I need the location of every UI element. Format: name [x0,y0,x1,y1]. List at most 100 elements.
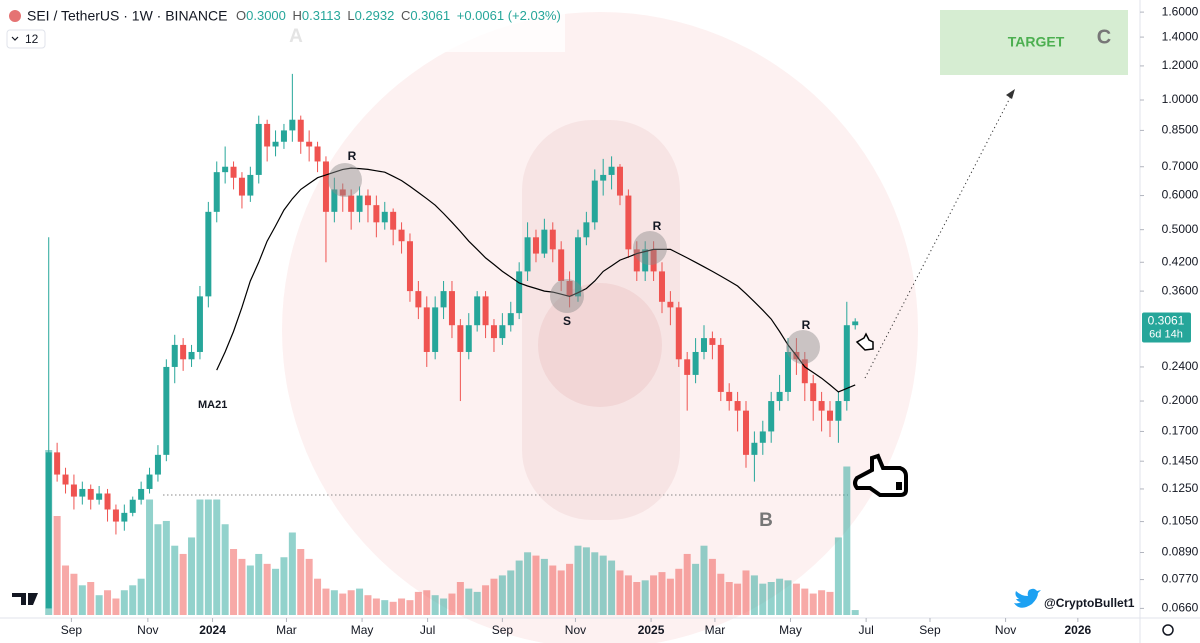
volume-bar [456,582,464,615]
y-tick-label: 0.1250 [1162,481,1199,495]
y-tick-label: 0.6000 [1162,188,1199,202]
twitter-icon [1014,588,1041,608]
candle-body [835,401,842,421]
candle-body [600,174,607,181]
candle-body [364,195,371,206]
y-tick-label: 0.3600 [1162,283,1199,297]
volume-bar [171,545,179,615]
candle-body [616,166,623,196]
candle-body [490,325,497,339]
volume-bar [431,595,439,615]
annotation: C [1097,26,1111,48]
volume-bar [557,570,565,615]
candle-body [272,141,279,147]
volume-bar [406,600,414,615]
candle-body [322,161,329,212]
change: +0.0061 (+2.03%) [457,8,561,23]
annotation: S [563,314,571,328]
volume-bar [776,578,784,615]
volume-bar [473,591,481,615]
candle-layer [45,73,859,609]
candle-body [608,166,615,175]
annotation: R [653,219,662,233]
volume-bar [272,568,280,615]
volume-bar [507,570,515,615]
candle-body [474,296,481,326]
volume-bar [255,553,263,615]
candle-body [516,271,523,314]
candle-body [381,211,388,223]
ma-label: MA21 [198,399,227,411]
indicator-toggle[interactable] [6,29,46,49]
candle-body [692,351,699,375]
marker-circle [328,163,362,197]
candle-body [700,338,707,352]
settings-icon[interactable] [1162,624,1174,636]
candle-body [818,401,825,411]
candle-body [843,325,850,402]
projection-arrow [1006,89,1015,99]
candle-body [306,141,313,147]
volume-bar [179,553,187,615]
candle-body [390,211,397,230]
volume-bar [204,499,212,615]
volume-bar [809,593,817,615]
volume-bar [364,595,372,615]
candle-body [667,301,674,308]
y-tick-label: 0.5000 [1162,222,1199,236]
candle-body [213,172,220,212]
candle-body [776,391,783,402]
volume-bar [129,585,137,615]
tv-logo [12,593,38,605]
volume-bar [330,590,338,615]
volume-bar [104,590,112,615]
header-bg [0,0,565,52]
candle-body [532,237,539,254]
volume-bar [759,583,767,615]
volume-bar [515,560,523,615]
volume-bar [532,555,540,615]
candle-body [112,509,119,522]
annotation: B [759,510,773,531]
candle-body [432,307,439,352]
volume-bar [356,588,364,615]
candle-body [768,401,775,432]
candle-body [163,366,170,455]
ohlc-value: 0.3061 [410,8,450,23]
candle-body [348,195,355,212]
volume-bar [238,558,246,615]
volume-bar [734,583,742,615]
candle-body [759,431,766,443]
volume-bar [540,558,548,615]
volume-bar [398,598,406,615]
volume-bar [465,588,473,615]
candle-body [96,493,103,500]
candle-body [104,493,111,510]
volume-bar [246,565,254,615]
x-tick-label: May [351,623,374,637]
candle-body [465,325,472,352]
volume-bar [70,573,78,615]
candle-body [54,452,61,475]
volume-bar [675,568,683,615]
volume-bar [196,499,204,615]
volume-bar [440,598,448,615]
candle-body [827,410,834,421]
candle-body [642,249,649,272]
candle-body [62,474,69,485]
chevron [11,36,19,41]
volume-bar [608,560,616,615]
x-tick-label: Sep [61,623,83,637]
volume-bar [154,524,162,615]
candle-body [129,499,136,513]
candle-body [440,291,447,308]
y-tick-label: 0.1450 [1162,453,1199,467]
volume-bar [381,600,389,615]
candle-body [507,313,514,326]
candle-body [331,189,338,212]
volume-bar [263,563,271,615]
y-tick-label: 1.4000 [1162,29,1199,43]
handle: @CryptoBullet1 [1044,596,1135,610]
ohlc-label: C [401,8,410,23]
